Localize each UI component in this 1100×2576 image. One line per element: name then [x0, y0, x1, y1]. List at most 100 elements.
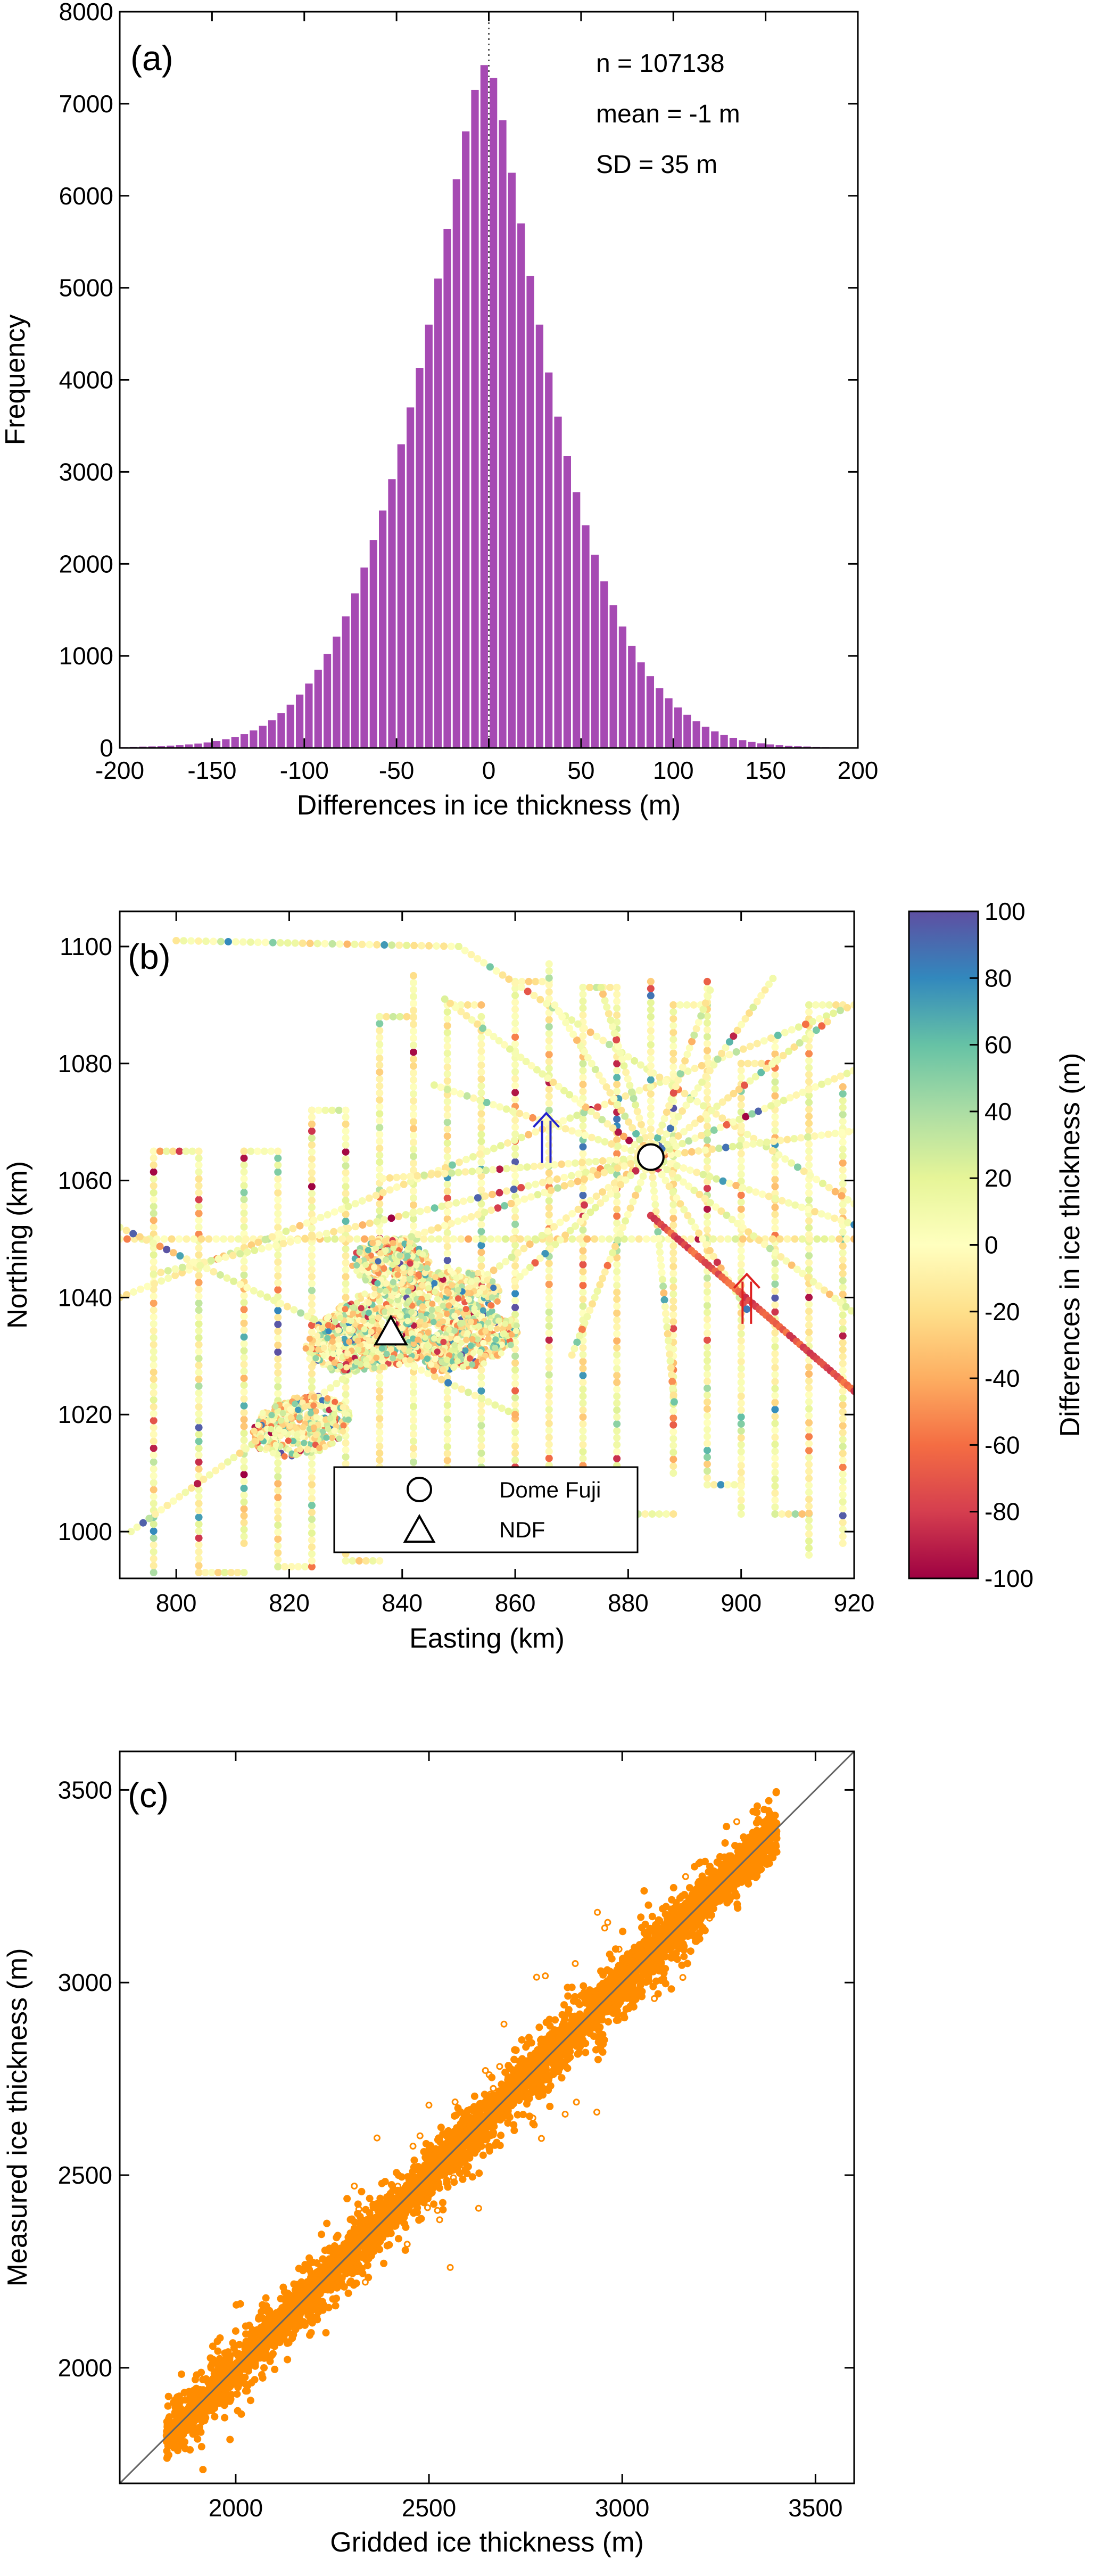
survey-point	[699, 1235, 707, 1243]
survey-point	[545, 1315, 553, 1323]
survey-point	[613, 1011, 621, 1019]
survey-point	[511, 1061, 519, 1069]
survey-point	[308, 1321, 316, 1329]
survey-point	[376, 1207, 384, 1215]
survey-point	[647, 1125, 655, 1133]
survey-point	[805, 1098, 813, 1106]
survey-point	[551, 1001, 559, 1009]
survey-point	[777, 1253, 785, 1261]
survey-point	[176, 1493, 184, 1501]
survey-point	[737, 1351, 745, 1359]
survey-point	[839, 1387, 847, 1395]
survey-point	[647, 985, 655, 993]
survey-point	[594, 1135, 602, 1143]
survey-point	[274, 1479, 282, 1487]
survey-point	[839, 1519, 847, 1527]
survey-point	[568, 1209, 576, 1217]
survey-point	[717, 1235, 725, 1243]
histogram-bar	[462, 131, 470, 748]
survey-point	[613, 1385, 621, 1393]
survey-point	[376, 1228, 384, 1236]
survey-point	[270, 1296, 278, 1304]
survey-point	[771, 1301, 779, 1309]
survey-point	[292, 1401, 299, 1408]
survey-point	[511, 1241, 519, 1249]
survey-point	[477, 1228, 485, 1236]
survey-point	[647, 1097, 655, 1105]
survey-point	[342, 1141, 350, 1149]
survey-point	[486, 963, 494, 971]
survey-point	[837, 1298, 845, 1306]
survey-point	[821, 1235, 829, 1243]
survey-point	[673, 1194, 681, 1202]
survey-point	[610, 1179, 618, 1187]
survey-point	[250, 1287, 258, 1295]
survey-point	[676, 1200, 684, 1208]
survey-point	[839, 1097, 847, 1105]
survey-point	[287, 1406, 294, 1413]
survey-point	[613, 1261, 621, 1269]
survey-point	[345, 1416, 352, 1423]
survey-point	[150, 1569, 158, 1577]
histogram-bar	[711, 731, 719, 748]
survey-point	[502, 1165, 510, 1173]
survey-point	[735, 1115, 743, 1123]
survey-point	[511, 1352, 519, 1360]
survey-point	[553, 1184, 561, 1192]
survey-point	[616, 1230, 624, 1238]
survey-point	[477, 1082, 485, 1090]
survey-point	[771, 1454, 779, 1462]
survey-point	[603, 1262, 611, 1270]
survey-point	[494, 1235, 502, 1243]
survey-point	[443, 1401, 451, 1409]
survey-point	[342, 1259, 350, 1267]
survey-point	[240, 1182, 248, 1190]
survey-point	[621, 1112, 629, 1120]
survey-point	[365, 1194, 373, 1202]
survey-point	[685, 1137, 693, 1145]
survey-point	[195, 1410, 203, 1418]
survey-point	[450, 1235, 458, 1243]
survey-point	[805, 1544, 813, 1552]
survey-point	[737, 1150, 745, 1158]
survey-point	[337, 1314, 344, 1321]
survey-point	[800, 1167, 808, 1175]
survey-point	[839, 1090, 847, 1098]
survey-point	[400, 1264, 407, 1271]
survey-point	[308, 1536, 316, 1544]
survey-point	[739, 1235, 747, 1243]
survey-point	[410, 1159, 417, 1167]
survey-point	[190, 1235, 198, 1243]
survey-point	[669, 1056, 677, 1064]
survey-point	[511, 1206, 519, 1214]
survey-point	[591, 1065, 599, 1073]
survey-point	[690, 1001, 698, 1009]
survey-point	[234, 1569, 242, 1577]
survey-point	[669, 1283, 677, 1291]
survey-point	[839, 1443, 847, 1451]
survey-point	[737, 1447, 745, 1455]
survey-point	[494, 1204, 502, 1212]
survey-point	[178, 1263, 186, 1271]
survey-point	[601, 1195, 609, 1203]
survey-point	[829, 1009, 837, 1017]
survey-point	[613, 1219, 621, 1227]
survey-point	[274, 1389, 282, 1397]
survey-point	[647, 1118, 655, 1126]
histogram-bar	[609, 605, 617, 748]
survey-point	[579, 1115, 587, 1123]
survey-point	[312, 1431, 319, 1438]
survey-point	[240, 1374, 248, 1382]
survey-point	[270, 1450, 277, 1456]
survey-point	[312, 1355, 319, 1362]
survey-point	[624, 1211, 632, 1219]
panel-label: (a)	[130, 38, 173, 78]
survey-point	[838, 1192, 846, 1200]
survey-point	[438, 1203, 446, 1211]
statistic-annotation: SD = 35 m	[596, 151, 717, 179]
survey-point	[843, 1004, 851, 1012]
survey-point	[613, 1254, 621, 1262]
survey-point	[464, 1001, 472, 1009]
survey-point	[732, 1048, 740, 1056]
survey-point	[545, 1350, 553, 1358]
